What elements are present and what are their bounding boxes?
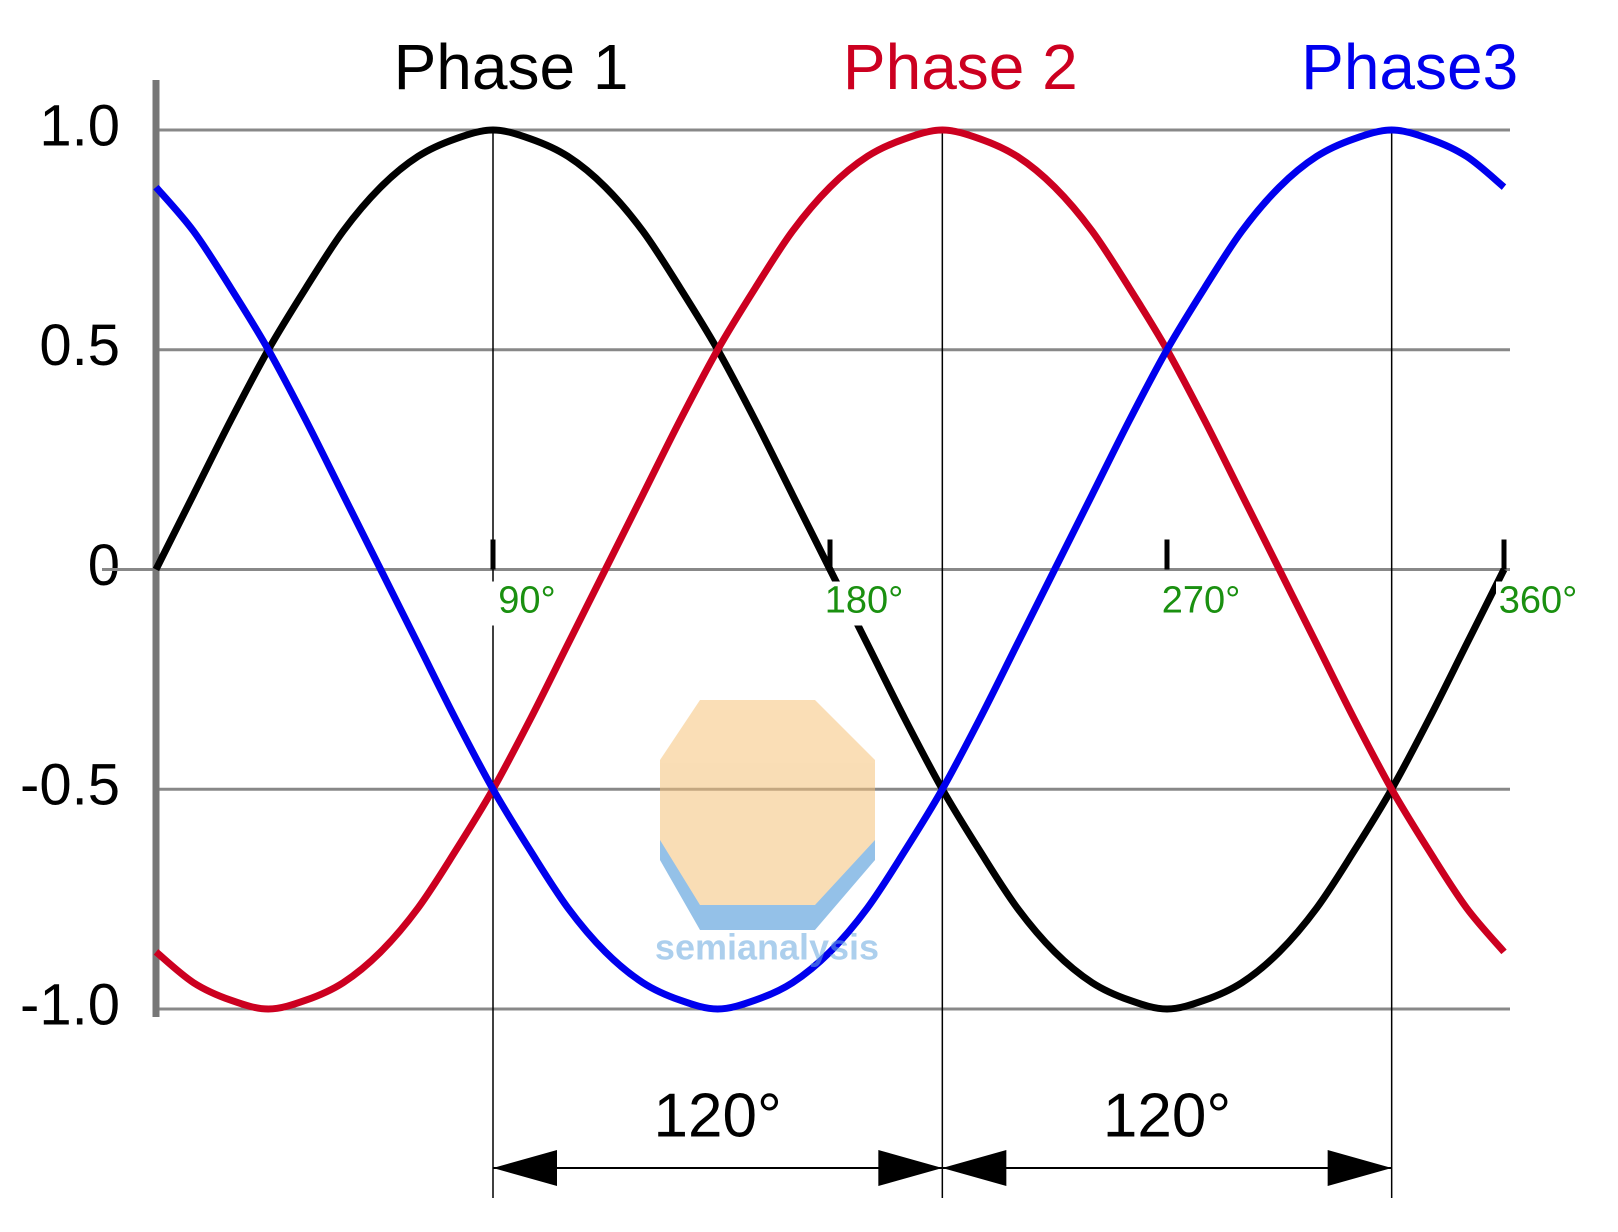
y-tick-label: -0.5	[20, 753, 120, 818]
y-tick-label: 1.0	[39, 93, 120, 158]
x-tick-label-bg	[822, 581, 906, 626]
x-tick-label: 270°	[1162, 580, 1241, 622]
x-tick-label: 360°	[1499, 580, 1578, 622]
x-tick-label-bg	[485, 581, 569, 626]
series-line	[153, 126, 1507, 1013]
x-tick-label-bg	[1496, 581, 1580, 626]
x-tick-label: 90°	[498, 580, 555, 622]
legend-label: Phase 2	[843, 31, 1078, 103]
watermark-logo	[660, 700, 875, 920]
annotation: 120°	[654, 1081, 782, 1150]
watermark-logo-base	[660, 840, 875, 930]
watermark-text: semianalysis	[655, 927, 879, 968]
watermark: semianalysis	[655, 700, 879, 968]
series-line	[153, 126, 1507, 1013]
y-tick-label: -1.0	[20, 972, 120, 1037]
x-tick-label-bg	[1159, 581, 1243, 626]
y-tick-label: 0	[88, 533, 120, 598]
arrow-head	[493, 1150, 557, 1186]
annotation: 120°	[1103, 1081, 1231, 1150]
arrow-head	[942, 1150, 1007, 1186]
legend-label: Phase3	[1301, 31, 1518, 103]
legend-label: Phase 1	[394, 31, 629, 103]
arrow-head	[1327, 1150, 1392, 1186]
arrow-head	[878, 1150, 943, 1186]
x-tick-label: 180°	[825, 580, 904, 622]
y-tick-label: 0.5	[39, 313, 120, 378]
